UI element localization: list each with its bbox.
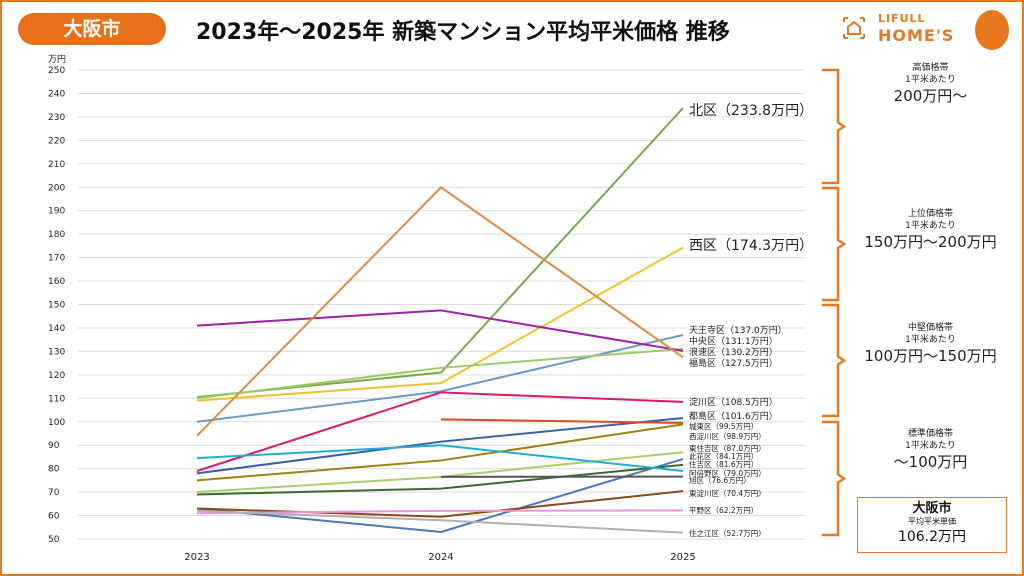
band-bracket: [822, 186, 847, 302]
x-tick-label: 2023: [184, 552, 209, 563]
band-standard: 標準価格帯 1平米あたり ～100万円: [893, 429, 968, 471]
y-tick-label: 50: [48, 535, 60, 545]
series-line-浪速区: [196, 309, 684, 352]
series-line-城東区: [440, 418, 684, 424]
series-line-淀川区: [196, 391, 684, 472]
band-upper: 上位価格帯 1平米あたり 150万円～200万円: [864, 209, 997, 251]
data-label: 東淀川区（70.4万円）: [689, 488, 766, 498]
mascot-icon: [975, 10, 1009, 50]
y-tick-label: 140: [48, 324, 65, 334]
data-label: 西淀川区（98.9万円）: [689, 431, 766, 441]
band-bracket: [822, 68, 847, 185]
y-tick-label: 170: [48, 254, 65, 264]
data-label: 福島区（127.5万円）: [689, 357, 778, 369]
series-line-住吉区: [196, 463, 684, 496]
y-tick-label: 210: [48, 160, 65, 170]
series-line-東淀川区: [196, 490, 684, 518]
y-tick-label: 100: [48, 418, 65, 428]
data-label: 天王寺区（137.0万円）: [689, 325, 787, 336]
y-tick-label: 90: [48, 441, 60, 451]
y-tick-label: 150: [48, 301, 65, 311]
y-tick-label: 60: [48, 512, 60, 522]
series-line-西淀川区: [196, 423, 684, 482]
series-line-住之江区: [196, 509, 684, 534]
y-tick-label: 200: [48, 183, 65, 193]
y-tick-label: 160: [48, 277, 65, 287]
series-line-福島区: [196, 185, 684, 437]
y-tick-label: 120: [48, 371, 65, 381]
series-line-此花区: [196, 458, 684, 533]
y-tick-label: 80: [48, 465, 60, 475]
band-high: 高価格帯 1平米あたり 200万円～: [893, 63, 968, 105]
y-tick-label: 250: [48, 66, 65, 76]
data-label: 此花区（84.1万円）: [689, 451, 758, 461]
y-tick-label: 70: [48, 488, 60, 498]
data-label: 住吉区（81.6万円）: [689, 459, 758, 469]
data-label: 平野区（62.2万円）: [689, 506, 758, 515]
series-line-阿倍野区: [196, 444, 684, 472]
y-tick-label: 220: [48, 136, 65, 146]
data-label: 西区（174.3万円）: [689, 238, 813, 254]
band-middle: 中堅価格帯 1平米あたり 100万円～150万円: [864, 323, 997, 365]
data-label: 東住吉区（87.0万円）: [689, 443, 766, 453]
series-line-平野区: [196, 509, 684, 515]
data-label: 中央区（131.1万円）: [689, 335, 778, 347]
y-axis-unit: 万円: [48, 54, 66, 65]
y-tick-label: 240: [48, 89, 65, 99]
x-tick-label: 2025: [670, 552, 695, 563]
data-label: 淀川区（108.5万円）: [689, 396, 778, 408]
y-tick-label: 180: [48, 230, 65, 240]
y-tick-label: 230: [48, 113, 65, 123]
lifull-homes-logo: LIFULL HOME'S: [840, 10, 1015, 52]
series-line-都島区: [196, 417, 684, 475]
series-line-天王寺区: [196, 334, 684, 423]
chart-title: 2023年～2025年 新築マンション平均平米価格 推移: [196, 20, 730, 45]
y-tick-label: 190: [48, 207, 65, 217]
data-label: 浪速区（130.2万円）: [689, 346, 778, 358]
data-label: 都島区（101.6万円）: [689, 410, 778, 422]
data-label: 阿倍野区（79.0万円）: [689, 468, 766, 478]
data-label: 北区（233.8万円）: [689, 103, 813, 119]
data-label: 旭区（76.6万円）: [689, 475, 751, 485]
house-icon: [843, 17, 865, 39]
x-tick-label: 2024: [428, 552, 453, 563]
band-bracket: [822, 420, 847, 537]
series-line-中央区: [196, 347, 684, 400]
data-label: 城東区（99.5万円）: [689, 421, 758, 431]
band-bracket: [822, 303, 847, 418]
city-badge: 大阪市: [18, 13, 166, 45]
y-tick-label: 110: [48, 394, 65, 404]
data-label: 住之江区（52.7万円）: [689, 528, 766, 538]
y-tick-label: 130: [48, 347, 65, 357]
city-average-box: 大阪市 平均平米単価 106.2万円: [857, 497, 1007, 553]
series-line-西区: [196, 246, 684, 402]
